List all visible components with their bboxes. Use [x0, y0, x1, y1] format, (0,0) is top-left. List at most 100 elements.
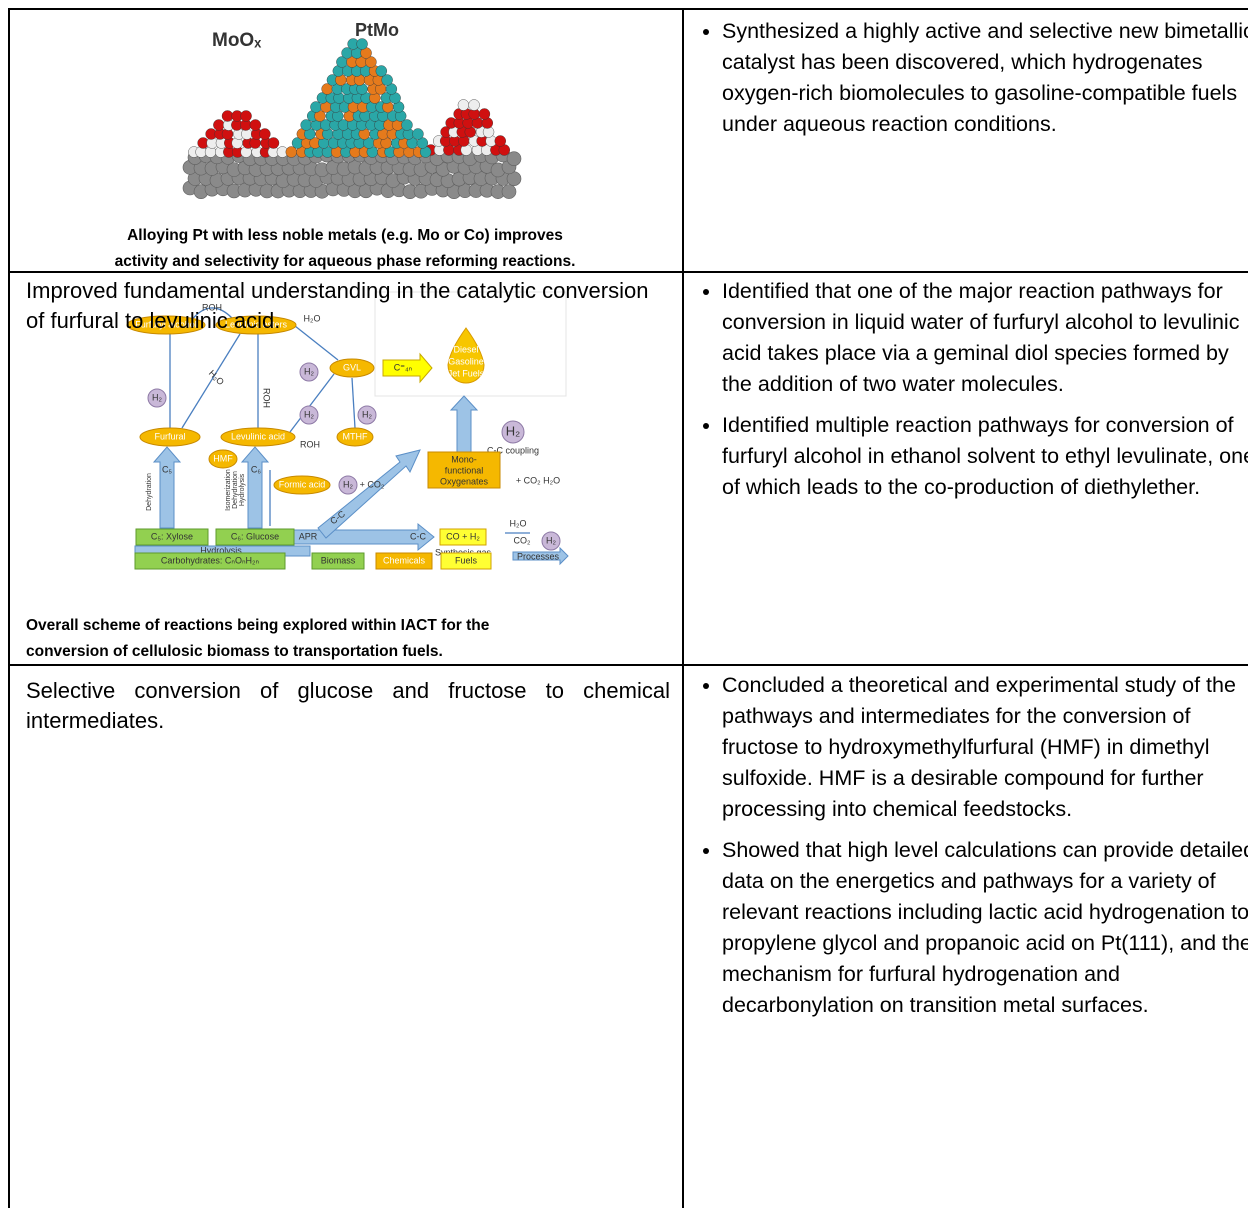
arrows — [134, 395, 569, 566]
caption-line: Alloying Pt with less noble metals (e.g.… — [127, 227, 563, 244]
scheme-label: Levulinic esters — [225, 319, 288, 329]
figure-label: PtMo — [355, 20, 399, 40]
scheme-label: H₂ — [343, 479, 353, 489]
node — [427, 451, 501, 489]
atom — [267, 137, 280, 149]
scheme-label: H₂ — [304, 366, 314, 376]
table-border — [8, 8, 1248, 1208]
scheme-label: C₅ — [162, 464, 172, 474]
scheme-label: Diesel — [453, 344, 478, 354]
scheme-label: Furfuryl alcohol — [135, 319, 197, 329]
cell-text: Selective conversion of glucose and fruc… — [26, 678, 670, 733]
caption-line: Overall scheme of reactions being explor… — [26, 617, 490, 634]
node — [541, 531, 561, 551]
bullet-list: Concluded a theoretical and experimental… — [700, 670, 1248, 1031]
scheme-label: functional — [445, 465, 484, 475]
node — [215, 315, 297, 335]
scheme-label: C-C — [410, 531, 426, 541]
node — [311, 552, 365, 570]
atom — [457, 99, 470, 111]
node — [329, 358, 375, 378]
atom — [412, 128, 424, 140]
fuel-arrow — [382, 352, 433, 384]
scheme-label: C₆: Glucose — [231, 531, 279, 541]
node — [134, 552, 286, 570]
scheme-label: H₂ — [506, 423, 520, 438]
atom — [310, 101, 322, 113]
scheme-label: Hydrolysis — [239, 473, 246, 506]
atom — [478, 108, 491, 120]
atom — [468, 99, 480, 111]
scheme-label: APR — [299, 531, 318, 541]
scheme-label: C⁼₄ₙ — [394, 362, 413, 372]
scheme-label: Isomerization — [225, 469, 232, 511]
node — [375, 552, 433, 570]
scheme-label: Oxygenates — [440, 476, 489, 486]
scheme-label: Biomass — [321, 555, 356, 565]
node — [299, 362, 319, 382]
scheme-label: CO₂ — [514, 535, 532, 545]
atom — [375, 65, 388, 77]
node — [273, 475, 331, 495]
atom — [365, 56, 377, 68]
node — [336, 427, 374, 447]
figure-label: MoOₓ — [212, 30, 261, 51]
node — [147, 388, 167, 408]
scheme-label: CO + H₂ — [446, 531, 480, 541]
row-divider — [8, 271, 1248, 273]
bullet: Identified that one of the major reactio… — [722, 276, 1248, 400]
figures: MoOₓ PtMo Furfuryl alcohol Levulinic est — [126, 20, 569, 570]
bullet-list: Synthesized a highly active and selectiv… — [700, 16, 1248, 150]
column-divider — [682, 8, 684, 1208]
atom — [240, 110, 252, 122]
node — [299, 405, 319, 425]
node — [357, 405, 377, 425]
scheme-label: Furfural — [154, 431, 185, 441]
scheme-label: C₅: Xylose — [151, 531, 193, 541]
bullet: Concluded a theoretical and experimental… — [722, 670, 1248, 825]
scheme-label: C₆ — [251, 464, 261, 474]
atom — [300, 119, 312, 131]
scheme-label: Carbohydrates: CₙOₙH₂ₙ — [161, 555, 260, 565]
atom — [494, 135, 506, 147]
scheme-label: H₂ — [152, 392, 162, 402]
node — [215, 528, 295, 546]
scheme-label: ROH — [300, 439, 320, 449]
scheme-label: H₂ — [304, 409, 314, 419]
node — [338, 475, 358, 495]
cell-text: Improved fundamental understanding in th… — [26, 278, 649, 333]
atom — [506, 151, 522, 166]
scheme-label: H₂O — [510, 518, 527, 528]
bullet: Synthesized a highly active and selectiv… — [722, 16, 1248, 140]
atom — [259, 128, 271, 140]
scheme-label: H₂ — [546, 535, 556, 545]
scheme-label: Dehydration — [232, 471, 239, 509]
node — [220, 427, 296, 447]
scheme-label: C-C coupling — [487, 445, 539, 455]
node — [135, 528, 209, 546]
scheme-label: Formic acid — [279, 479, 326, 489]
scheme-label: H₂O — [304, 313, 321, 323]
molecule-figure — [182, 38, 522, 199]
bullet-list: Identified that one of the major reactio… — [700, 276, 1248, 513]
scheme-label: Hydrolysis — [200, 545, 242, 555]
caption-line: activity and selectivity for aqueous pha… — [114, 253, 576, 270]
scheme-figure: Furfuryl alcohol Levulinic esters ROH H₂O H₂… — [126, 291, 569, 570]
scheme-label: Mono- — [451, 454, 477, 464]
atom — [221, 110, 234, 122]
caption: Overall scheme of reactions being explor… — [26, 613, 696, 665]
scheme-label: + CO₂ H₂O — [516, 475, 560, 485]
node — [208, 449, 238, 469]
node — [139, 427, 201, 447]
atom — [501, 184, 517, 199]
bullet: Showed that high level calculations can … — [722, 835, 1248, 1021]
atom — [381, 74, 393, 86]
atom — [213, 119, 225, 131]
scheme-label: Chemicals — [383, 555, 426, 565]
scheme-label: Levulinic acid — [231, 431, 285, 441]
drop — [447, 327, 485, 384]
scheme-label: ROH — [262, 388, 272, 408]
caption: Alloying Pt with less noble metals (e.g.… — [10, 223, 680, 275]
scheme-label: HMF — [213, 453, 233, 463]
scheme-label: Fuels — [455, 555, 478, 565]
